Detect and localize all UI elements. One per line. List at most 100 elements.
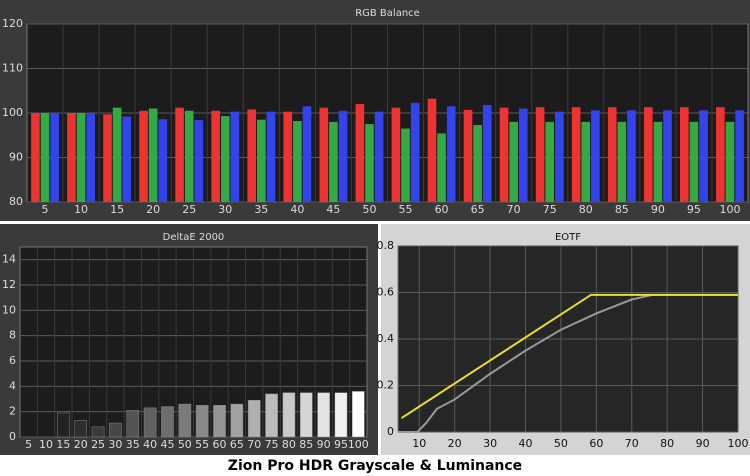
bar — [463, 109, 473, 202]
y-tick-label: 0.8 — [377, 239, 395, 252]
x-tick-label: 25 — [182, 203, 196, 216]
x-tick-label: 75 — [543, 203, 557, 216]
x-tick-label: 60 — [589, 437, 603, 450]
bar — [518, 108, 528, 202]
x-tick-label: 20 — [146, 203, 160, 216]
x-tick-label: 55 — [399, 203, 413, 216]
line — [400, 293, 738, 419]
bar — [401, 128, 410, 202]
x-tick-label: 95 — [334, 438, 348, 451]
x-tick-label: 80 — [282, 438, 296, 451]
bar — [178, 403, 192, 438]
bar — [329, 121, 338, 202]
bar — [247, 109, 257, 202]
x-tick-label: 10 — [74, 203, 88, 216]
x-tick-label: 85 — [299, 438, 313, 451]
y-tick-label: 90 — [9, 151, 23, 164]
y-tick-label: 10 — [2, 303, 16, 316]
x-tick-label: 15 — [56, 438, 70, 451]
bar — [627, 110, 636, 202]
x-tick-label: 70 — [625, 437, 639, 450]
x-tick-label: 25 — [91, 438, 105, 451]
chart-title: DeltaE 2000 — [163, 232, 225, 243]
bar — [617, 121, 627, 202]
bar — [446, 106, 456, 202]
y-tick-label: 100 — [2, 106, 23, 119]
bar — [126, 410, 140, 438]
x-tick-label: 80 — [579, 203, 593, 216]
y-tick-label: 0 — [387, 425, 394, 438]
bar — [391, 107, 401, 202]
x-tick-label: 40 — [290, 203, 304, 216]
bar — [338, 110, 348, 202]
x-tick-label: 50 — [362, 203, 376, 216]
bar — [319, 107, 329, 202]
bar — [427, 98, 437, 202]
bar — [365, 124, 374, 202]
chart-title: RGB Balance — [355, 8, 420, 19]
bar — [535, 107, 545, 202]
x-tick-label: 95 — [687, 203, 701, 216]
x-tick-label: 5 — [25, 438, 32, 451]
y-tick-label: 8 — [9, 329, 16, 342]
bar — [509, 121, 518, 202]
bar — [735, 110, 744, 202]
bar — [40, 113, 50, 202]
y-tick-label: 110 — [2, 62, 23, 75]
line — [398, 293, 738, 433]
x-tick-label: 100 — [348, 438, 369, 451]
bar — [410, 102, 420, 202]
x-tick-label: 50 — [178, 438, 192, 451]
bar — [317, 392, 330, 438]
bar — [67, 113, 76, 202]
bar — [50, 113, 59, 202]
bar — [643, 107, 653, 202]
caption: Zion Pro HDR Grayscale & Luminance — [228, 458, 522, 474]
bar — [265, 393, 278, 438]
y-tick-label: 6 — [9, 354, 16, 367]
bar — [355, 104, 365, 202]
bar — [680, 107, 689, 202]
x-tick-label: 65 — [230, 438, 244, 451]
bar — [689, 121, 699, 202]
bar — [555, 111, 564, 202]
x-tick-label: 10 — [39, 438, 53, 451]
bar — [76, 113, 86, 202]
bar — [230, 111, 240, 202]
y-tick-label: 4 — [9, 379, 16, 392]
y-tick-label: 12 — [2, 278, 16, 291]
bar — [374, 111, 384, 202]
bar — [195, 405, 209, 438]
bar — [302, 106, 312, 202]
y-tick-label: 14 — [2, 253, 16, 266]
x-tick-label: 35 — [126, 438, 140, 451]
bar — [103, 114, 112, 202]
bar — [122, 116, 132, 202]
x-tick-label: 30 — [108, 438, 122, 451]
x-tick-label: 10 — [412, 437, 426, 450]
bar — [112, 107, 122, 202]
y-tick-label: 0.4 — [377, 332, 395, 345]
bar — [482, 104, 492, 202]
bar — [175, 107, 184, 202]
bar — [148, 108, 158, 202]
bar — [607, 107, 617, 202]
bar — [109, 422, 122, 438]
bar — [194, 120, 204, 202]
bar — [211, 110, 220, 202]
x-tick-label: 5 — [42, 203, 49, 216]
bar — [437, 133, 446, 202]
bar — [86, 113, 95, 202]
x-tick-label: 50 — [554, 437, 568, 450]
x-tick-label: 30 — [218, 203, 232, 216]
bar — [653, 121, 663, 202]
x-tick-label: 30 — [483, 437, 497, 450]
x-tick-label: 45 — [326, 203, 340, 216]
y-tick-label: 80 — [9, 195, 23, 208]
y-tick-label: 0 — [9, 430, 16, 443]
x-tick-label: 90 — [651, 203, 665, 216]
bar — [699, 110, 708, 202]
x-tick-label: 40 — [519, 437, 533, 450]
x-tick-label: 60 — [435, 203, 449, 216]
